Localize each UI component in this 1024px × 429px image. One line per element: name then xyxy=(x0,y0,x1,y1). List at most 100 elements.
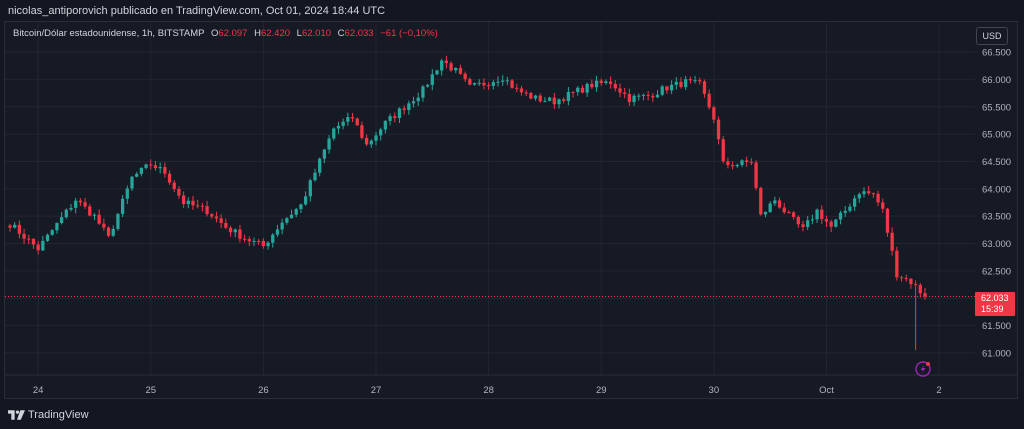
candle-body xyxy=(242,238,247,240)
candle-body xyxy=(219,218,223,223)
candle-body xyxy=(163,167,167,174)
x-tick-label: 26 xyxy=(258,385,269,396)
candle-body xyxy=(716,119,721,140)
open-value: 62.097 xyxy=(218,28,248,39)
candle-body xyxy=(130,176,134,189)
candle-body xyxy=(834,219,838,227)
open-key: O xyxy=(210,28,219,39)
y-tick-label: 65.000 xyxy=(982,130,1011,141)
candle-body xyxy=(552,97,556,105)
candle-body xyxy=(890,232,894,251)
candle-body xyxy=(468,79,472,85)
candle-body xyxy=(669,84,674,91)
candle-body xyxy=(829,221,833,227)
candle-body xyxy=(158,167,162,169)
candle-body xyxy=(196,205,200,207)
candle-body xyxy=(346,117,350,122)
candle-body xyxy=(852,198,857,207)
current-price-label: 62.033 xyxy=(981,293,1009,303)
candle-body xyxy=(299,204,303,210)
candle-body xyxy=(923,293,927,297)
candle-body xyxy=(749,161,754,163)
candle-body xyxy=(360,125,364,138)
candle-body xyxy=(472,83,477,85)
candle-body xyxy=(153,165,158,169)
candle-body xyxy=(698,80,702,82)
y-tick-label: 64.000 xyxy=(982,184,1011,195)
candle-body xyxy=(341,121,345,126)
candle-body xyxy=(909,278,913,285)
candle-body xyxy=(8,225,12,228)
candle-body xyxy=(294,209,298,215)
candle-body xyxy=(641,94,646,96)
candle-body xyxy=(608,81,613,84)
candle-body xyxy=(397,108,402,118)
high-value: 62.420 xyxy=(260,28,291,39)
candle-body xyxy=(510,80,514,88)
candle-body xyxy=(257,240,261,242)
candle-body xyxy=(388,116,392,121)
candle-body xyxy=(327,138,331,150)
candle-body xyxy=(787,212,791,214)
candle-body xyxy=(463,73,467,80)
candle-body xyxy=(135,173,139,177)
candle-body xyxy=(735,164,739,167)
candle-body xyxy=(763,211,768,215)
y-tick-label: 61.000 xyxy=(982,348,1011,359)
candle-body xyxy=(707,93,711,108)
currency-button[interactable]: USD xyxy=(976,27,1008,45)
candle-body xyxy=(904,277,908,279)
change-value: −61 (−0,10%) xyxy=(380,28,438,39)
candle-body xyxy=(336,125,341,129)
candle-body xyxy=(116,213,120,229)
x-tick-label: Oct xyxy=(819,385,834,396)
candle-body xyxy=(881,202,885,209)
candle-body xyxy=(318,158,322,173)
candle-body xyxy=(806,220,810,228)
candle-body xyxy=(613,83,617,89)
candle-body xyxy=(491,82,495,86)
candle-body xyxy=(228,227,233,233)
candle-body xyxy=(712,107,716,120)
candle-body xyxy=(674,81,678,85)
candle-body xyxy=(651,95,655,98)
candle-body xyxy=(181,195,186,205)
symbol-title[interactable]: Bitcoin/Dólar estadounidense, 1h, BITSTA… xyxy=(13,28,205,39)
candle-body xyxy=(50,230,54,235)
candle-body xyxy=(791,212,796,217)
candle-body xyxy=(693,80,697,82)
candle-body xyxy=(820,209,824,219)
candle-body xyxy=(45,234,50,241)
candle-body xyxy=(576,87,580,93)
candle-body xyxy=(571,91,575,93)
y-tick-label: 63.500 xyxy=(982,212,1011,223)
candle-body xyxy=(303,196,308,205)
y-tick-label: 66.500 xyxy=(982,48,1011,59)
candle-body xyxy=(679,81,683,88)
time-axis: 24 25 26 27 28 29 30 Oct 2 xyxy=(33,385,942,396)
candle-body xyxy=(730,164,735,167)
candle-body xyxy=(74,200,78,208)
candle-body xyxy=(139,167,144,174)
candle-body xyxy=(590,83,594,88)
candle-body xyxy=(233,229,237,233)
candle-body xyxy=(289,214,294,219)
y-tick-label: 66.000 xyxy=(982,75,1011,86)
candle-body xyxy=(458,67,463,74)
candle-body xyxy=(867,191,871,194)
close-key: C xyxy=(337,28,345,39)
current-price-badge: 62.033 15:39 xyxy=(975,292,1015,316)
candle-body xyxy=(895,250,899,278)
candle-body xyxy=(247,239,251,242)
candle-body xyxy=(857,194,861,199)
candle-body xyxy=(172,182,176,190)
footer-brand[interactable]: TradingView xyxy=(8,409,89,421)
candle-body xyxy=(702,81,707,94)
candle-body xyxy=(529,93,533,99)
lightning-icon[interactable] xyxy=(915,361,931,377)
y-tick-label: 61.500 xyxy=(982,321,1011,332)
candle-body xyxy=(421,86,425,98)
candle-body xyxy=(435,70,439,75)
candle-body xyxy=(543,100,547,102)
